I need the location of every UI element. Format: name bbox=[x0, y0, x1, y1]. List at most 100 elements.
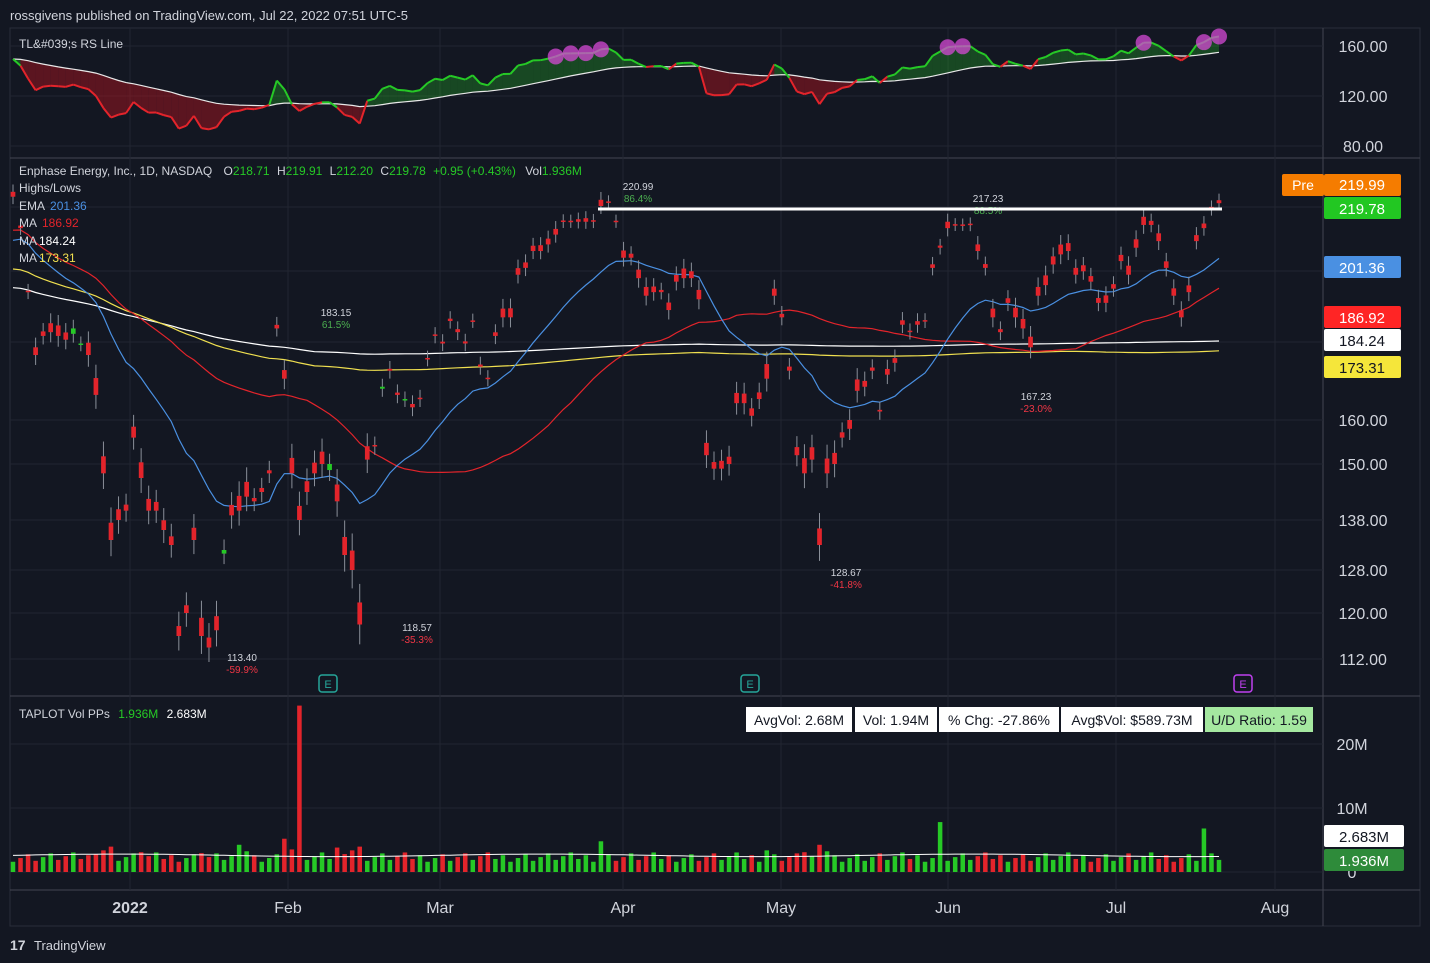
volume-bar bbox=[327, 858, 332, 872]
candle-body bbox=[168, 536, 174, 545]
rs-line-segment bbox=[35, 85, 44, 92]
volume-bar bbox=[214, 853, 219, 872]
candle-body bbox=[952, 224, 958, 226]
candle-body bbox=[1148, 220, 1154, 225]
candle-body bbox=[462, 341, 468, 344]
volume-bar bbox=[25, 854, 31, 872]
tradingview-logo[interactable]: 17 TradingView bbox=[10, 937, 106, 953]
candle-body bbox=[1178, 310, 1184, 318]
candle-body bbox=[1216, 200, 1222, 204]
volume-bar bbox=[877, 853, 883, 872]
volume-bar bbox=[704, 857, 709, 872]
rs-fill-segment bbox=[148, 87, 157, 113]
candle-body bbox=[48, 323, 54, 333]
rs-line-segment bbox=[1007, 60, 1016, 65]
rs-fill-segment bbox=[111, 78, 119, 118]
ma2-badge-box bbox=[1324, 329, 1401, 351]
rs-title: TL&#039;s RS Line bbox=[19, 37, 123, 51]
volume-bar bbox=[365, 860, 370, 872]
rs-fill-segment bbox=[744, 74, 752, 87]
rs-line-segment bbox=[781, 67, 791, 79]
earnings-marker-2-text: E bbox=[746, 679, 753, 691]
rs-fill-segment bbox=[224, 104, 232, 117]
candle-body bbox=[1005, 298, 1011, 303]
candle-body bbox=[500, 308, 506, 318]
rs-line-segment bbox=[1112, 49, 1122, 58]
rs-line-segment bbox=[796, 90, 805, 96]
volume-last-badge-value: 1.936M bbox=[1339, 853, 1389, 870]
ema-line bbox=[12, 238, 1220, 508]
volume-bar bbox=[380, 853, 385, 872]
earnings-marker-3[interactable]: E bbox=[1233, 674, 1253, 693]
rs-fill-segment bbox=[435, 78, 443, 98]
candle-body bbox=[741, 393, 747, 404]
volume-bar bbox=[1148, 852, 1154, 872]
candle-body bbox=[726, 456, 732, 464]
rs-line-segment bbox=[404, 89, 413, 93]
earnings-marker-1[interactable]: E bbox=[318, 674, 338, 693]
volume-bar bbox=[229, 856, 234, 872]
rs-fill-segment bbox=[721, 71, 730, 96]
rs-line-segment bbox=[638, 62, 647, 68]
candle-body bbox=[606, 201, 611, 203]
rs-line-segment bbox=[864, 75, 873, 81]
volume-avg-badge-box bbox=[1324, 825, 1404, 847]
volume-bar bbox=[658, 858, 664, 872]
rs-axis-tick: 160.00 bbox=[1339, 39, 1388, 56]
candlestick-series bbox=[10, 184, 1222, 662]
rs-fill-segment bbox=[450, 75, 458, 96]
volume-bar bbox=[289, 849, 295, 872]
ema-legend-value: 201.36 bbox=[50, 199, 87, 213]
rs-fill-segment bbox=[193, 97, 202, 129]
premarket-badge: Pre 219.99 bbox=[1282, 174, 1401, 196]
ma1-legend: MA 186.92 bbox=[19, 216, 79, 230]
volume-bar bbox=[870, 857, 875, 872]
volume-bar bbox=[621, 857, 626, 872]
volume-bar bbox=[530, 860, 536, 872]
candle-body bbox=[794, 447, 800, 456]
candle-body bbox=[802, 458, 807, 474]
rs-fill-segment bbox=[608, 48, 616, 69]
ma3-badge-box bbox=[1324, 356, 1401, 378]
rs-line-segment bbox=[298, 105, 308, 112]
rs-line-segment bbox=[261, 103, 270, 109]
candle-body bbox=[869, 367, 875, 371]
volume-bar bbox=[1201, 828, 1207, 872]
time-axis-tick: Apr bbox=[611, 900, 637, 917]
volume-bar bbox=[628, 853, 634, 872]
candle-body bbox=[229, 504, 234, 516]
candle-body bbox=[206, 637, 212, 648]
volume-bar bbox=[726, 856, 732, 872]
rs-fill-segment bbox=[95, 73, 104, 109]
candle-body bbox=[455, 329, 461, 333]
candle-body bbox=[1043, 275, 1048, 286]
rs-line-segment bbox=[351, 116, 361, 125]
volume-bar bbox=[1020, 854, 1026, 872]
candle-body bbox=[1096, 297, 1101, 303]
candle-body bbox=[877, 409, 883, 412]
candle-body bbox=[817, 528, 822, 545]
rs-fill-segment bbox=[819, 79, 827, 105]
candle-body bbox=[161, 520, 167, 530]
earnings-marker-2[interactable]: E bbox=[740, 674, 760, 693]
volume-bar bbox=[764, 850, 770, 872]
rs-fill-segment bbox=[28, 60, 36, 91]
candle-body bbox=[176, 626, 182, 636]
candle-body bbox=[809, 447, 815, 460]
pivot-price: 183.15 bbox=[321, 308, 352, 319]
rs-line-segment bbox=[464, 74, 474, 81]
rs-fill-segment bbox=[774, 64, 782, 76]
rs-fill-segment bbox=[1068, 49, 1076, 63]
volume-axis-tick: 20M bbox=[1336, 737, 1367, 754]
rs-fill-segment bbox=[616, 52, 624, 68]
rs-line-segment bbox=[969, 45, 979, 53]
rs-fill-segment bbox=[216, 103, 224, 128]
volume-bar bbox=[304, 859, 310, 872]
rs-fill-segment bbox=[178, 94, 187, 129]
candle-body bbox=[764, 364, 770, 379]
volume-bar bbox=[176, 861, 182, 872]
rs-line-segment bbox=[540, 57, 549, 62]
rs-fill-segment bbox=[533, 60, 541, 84]
rs-line-segment bbox=[706, 92, 715, 97]
rs-line-segment bbox=[630, 58, 640, 65]
